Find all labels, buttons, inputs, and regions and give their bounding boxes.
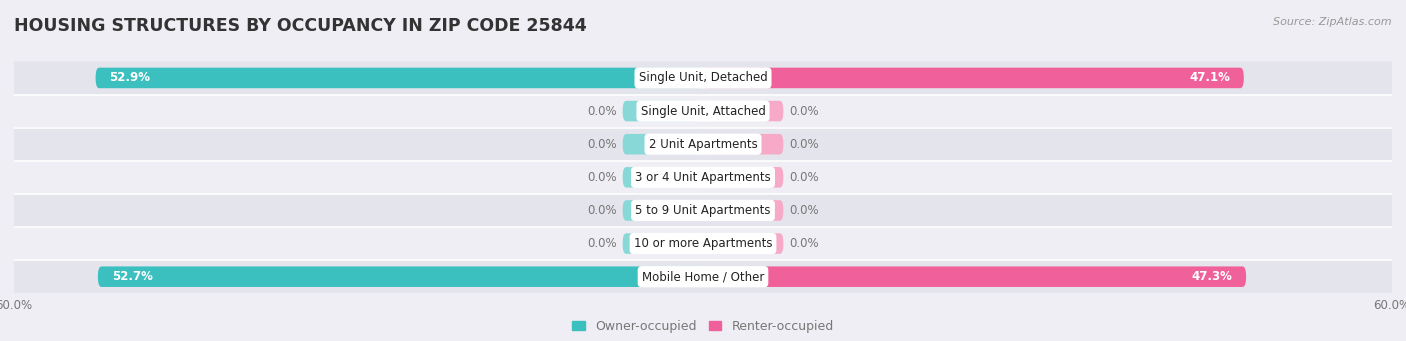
Text: 10 or more Apartments: 10 or more Apartments bbox=[634, 237, 772, 250]
Text: 0.0%: 0.0% bbox=[588, 204, 617, 217]
FancyBboxPatch shape bbox=[14, 94, 1392, 128]
Text: 5 to 9 Unit Apartments: 5 to 9 Unit Apartments bbox=[636, 204, 770, 217]
Text: 2 Unit Apartments: 2 Unit Apartments bbox=[648, 138, 758, 151]
FancyBboxPatch shape bbox=[623, 101, 703, 121]
FancyBboxPatch shape bbox=[14, 128, 1392, 161]
Text: Mobile Home / Other: Mobile Home / Other bbox=[641, 270, 765, 283]
FancyBboxPatch shape bbox=[703, 134, 783, 154]
Text: 0.0%: 0.0% bbox=[588, 105, 617, 118]
FancyBboxPatch shape bbox=[623, 167, 703, 188]
FancyBboxPatch shape bbox=[703, 101, 783, 121]
Text: 0.0%: 0.0% bbox=[789, 204, 818, 217]
FancyBboxPatch shape bbox=[703, 200, 783, 221]
FancyBboxPatch shape bbox=[14, 161, 1392, 194]
Text: 0.0%: 0.0% bbox=[789, 138, 818, 151]
FancyBboxPatch shape bbox=[14, 227, 1392, 260]
Text: Single Unit, Attached: Single Unit, Attached bbox=[641, 105, 765, 118]
FancyBboxPatch shape bbox=[14, 260, 1392, 293]
Text: HOUSING STRUCTURES BY OCCUPANCY IN ZIP CODE 25844: HOUSING STRUCTURES BY OCCUPANCY IN ZIP C… bbox=[14, 17, 586, 35]
Text: 3 or 4 Unit Apartments: 3 or 4 Unit Apartments bbox=[636, 171, 770, 184]
Text: 0.0%: 0.0% bbox=[789, 105, 818, 118]
Text: 47.1%: 47.1% bbox=[1189, 72, 1230, 85]
Text: 52.9%: 52.9% bbox=[110, 72, 150, 85]
FancyBboxPatch shape bbox=[14, 61, 1392, 94]
FancyBboxPatch shape bbox=[623, 233, 703, 254]
Text: 0.0%: 0.0% bbox=[588, 171, 617, 184]
FancyBboxPatch shape bbox=[703, 266, 1246, 287]
FancyBboxPatch shape bbox=[703, 233, 783, 254]
Text: Single Unit, Detached: Single Unit, Detached bbox=[638, 72, 768, 85]
FancyBboxPatch shape bbox=[623, 200, 703, 221]
FancyBboxPatch shape bbox=[96, 68, 703, 88]
FancyBboxPatch shape bbox=[703, 167, 783, 188]
FancyBboxPatch shape bbox=[623, 134, 703, 154]
Text: 0.0%: 0.0% bbox=[789, 237, 818, 250]
Text: 52.7%: 52.7% bbox=[111, 270, 152, 283]
Text: 0.0%: 0.0% bbox=[588, 237, 617, 250]
FancyBboxPatch shape bbox=[98, 266, 703, 287]
FancyBboxPatch shape bbox=[14, 194, 1392, 227]
Text: Source: ZipAtlas.com: Source: ZipAtlas.com bbox=[1274, 17, 1392, 27]
Legend: Owner-occupied, Renter-occupied: Owner-occupied, Renter-occupied bbox=[568, 315, 838, 338]
Text: 0.0%: 0.0% bbox=[588, 138, 617, 151]
Text: 47.3%: 47.3% bbox=[1191, 270, 1232, 283]
FancyBboxPatch shape bbox=[703, 68, 1244, 88]
Text: 0.0%: 0.0% bbox=[789, 171, 818, 184]
